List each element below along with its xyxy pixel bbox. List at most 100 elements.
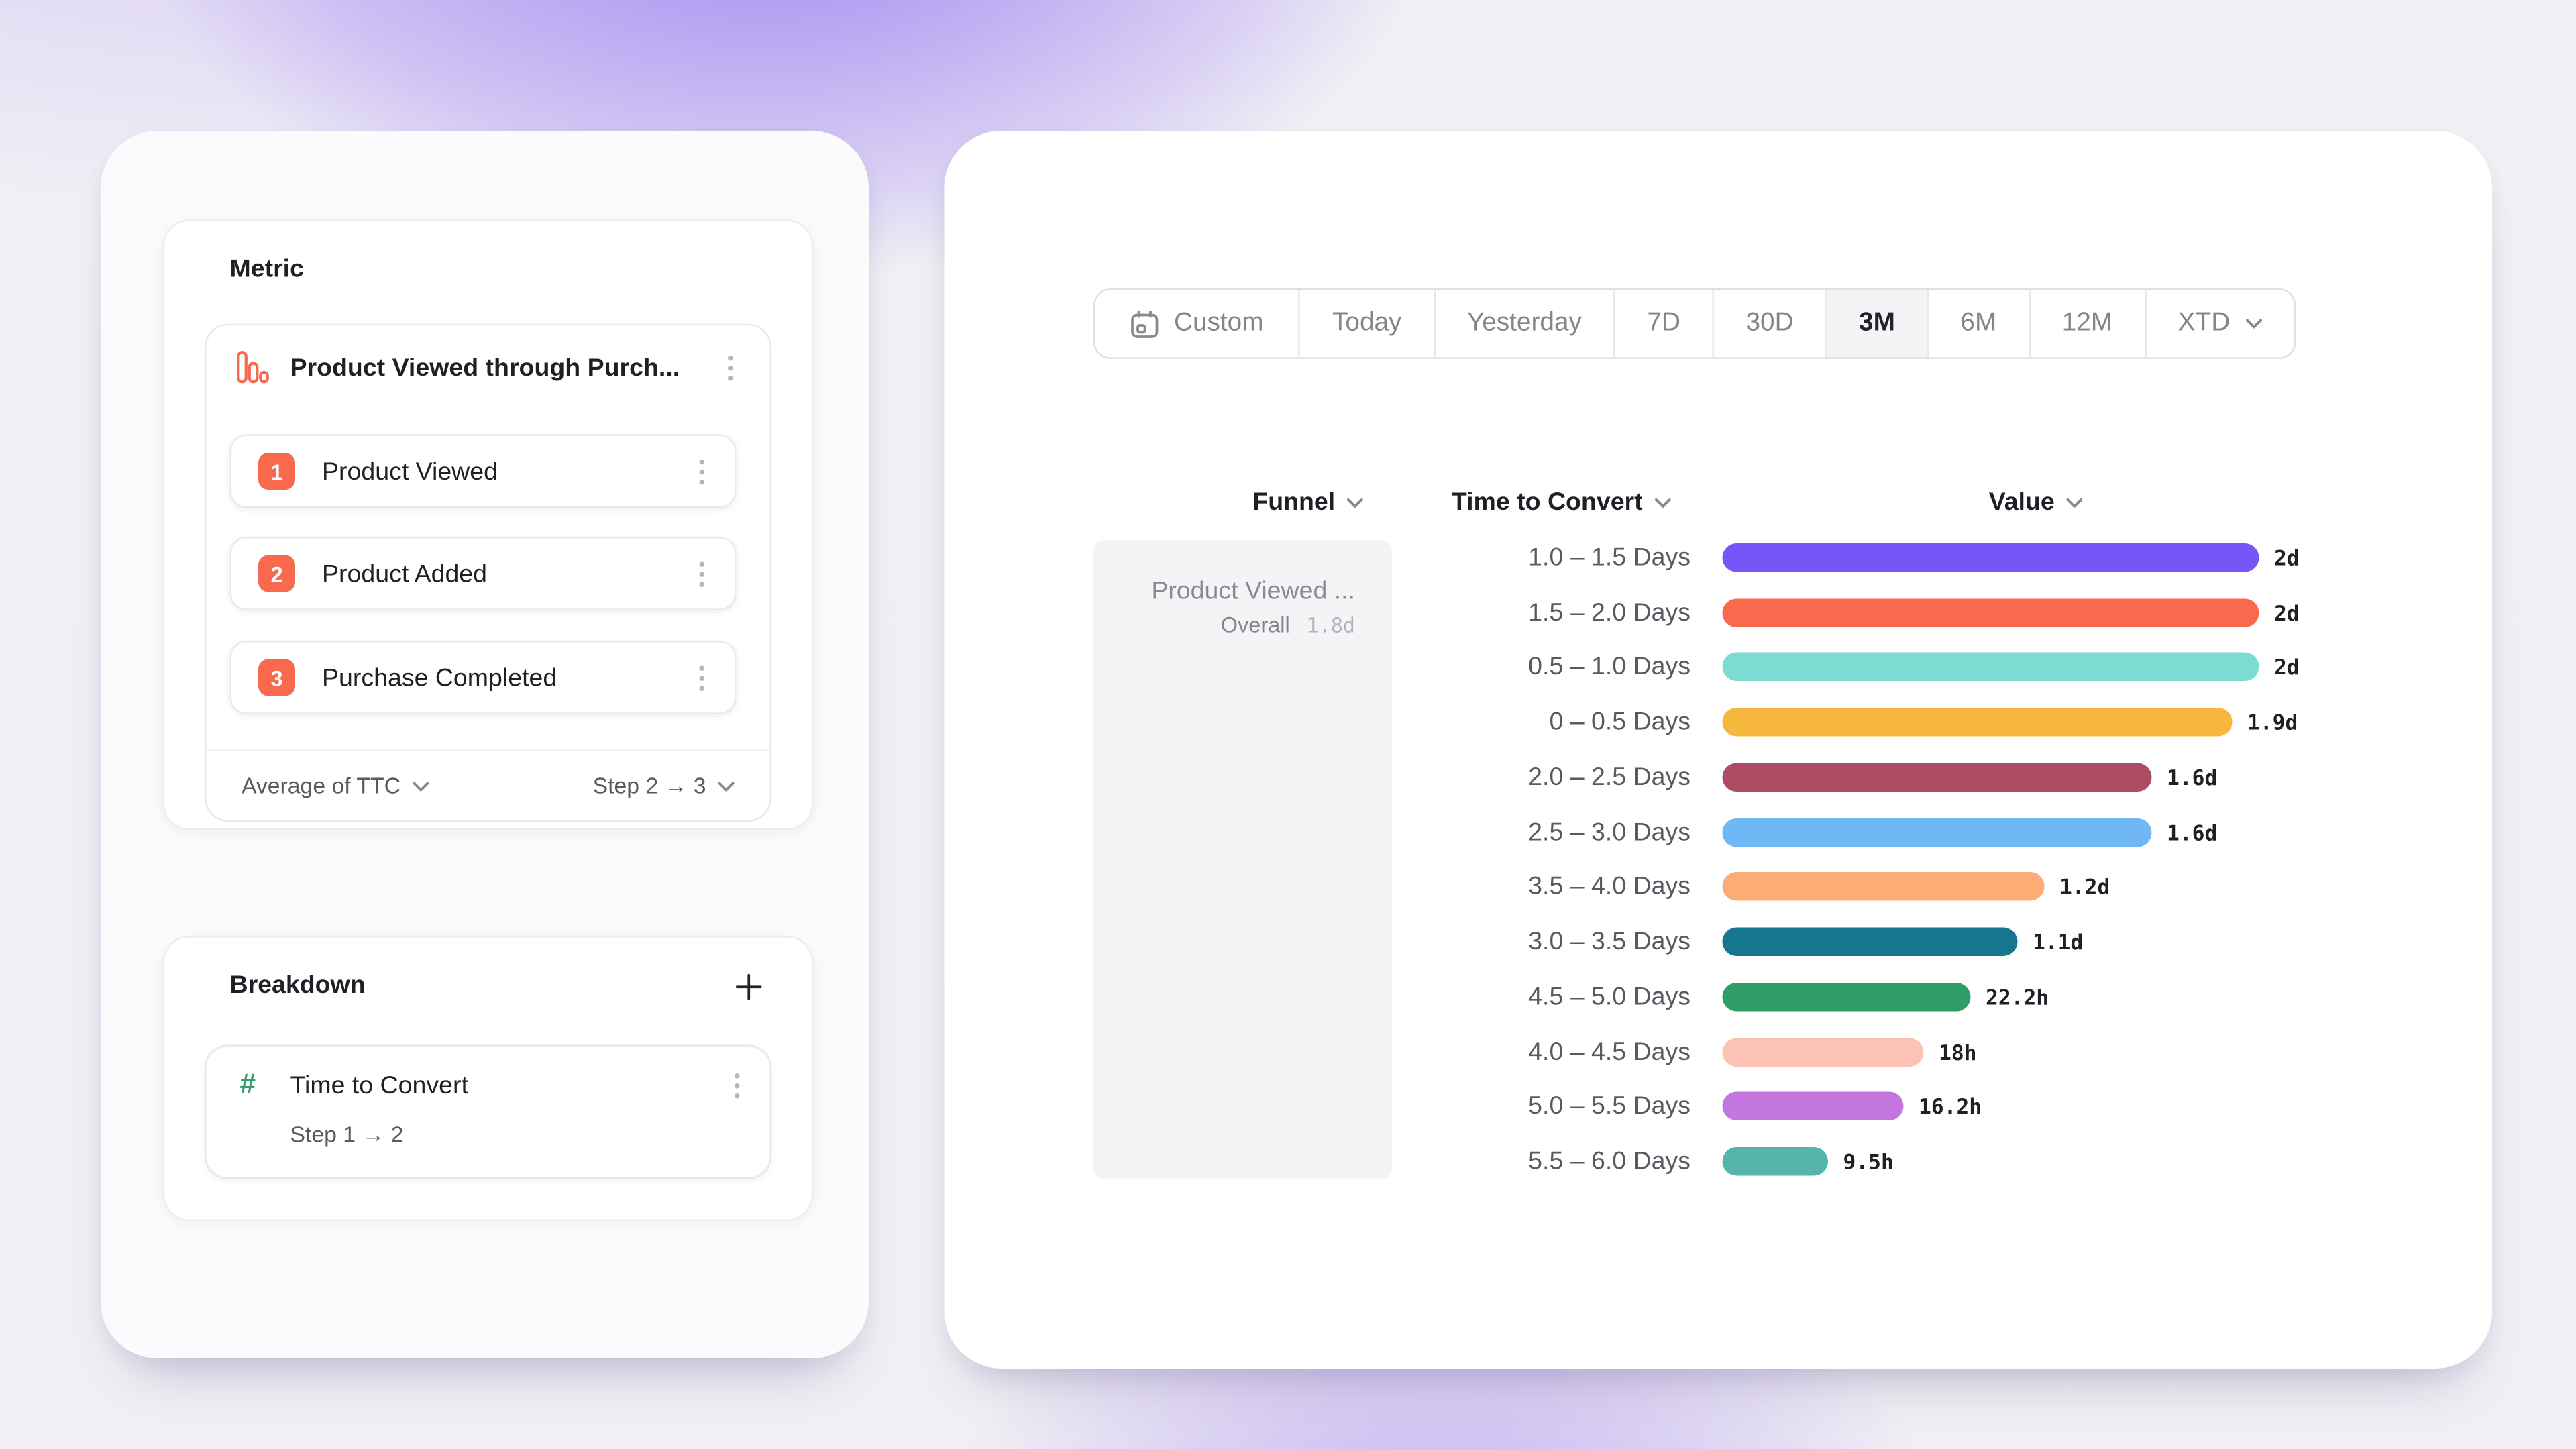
ttc-row-label: 0 – 0.5 Days	[1549, 708, 1690, 737]
date-range-label: 7D	[1647, 309, 1680, 337]
ttc-bar[interactable]	[1722, 982, 1971, 1012]
report-panel: Custom Today Yesterday 7D 30D 3M 6M 12M XTD Funn…	[944, 131, 2492, 1368]
ttc-bar[interactable]	[1722, 543, 2259, 572]
funnel-step-1[interactable]: 1 Product Viewed	[229, 434, 737, 508]
ttc-bar-value: 22.2h	[1986, 984, 2049, 1010]
date-range-3m[interactable]: 3M	[1827, 290, 1929, 358]
ttc-bar-value: 16.2h	[1919, 1093, 1982, 1120]
ttc-bar[interactable]	[1722, 927, 2018, 957]
step-label: Purchase Completed	[322, 663, 557, 692]
date-range-label: Today	[1332, 309, 1402, 337]
ttc-bar-value: 9.5h	[1843, 1148, 1894, 1175]
chevron-down-icon	[1347, 497, 1364, 507]
funnel-overall-row: Overall 1.8d	[1110, 612, 1355, 638]
ttc-bar[interactable]	[1722, 1092, 1904, 1121]
ttc-row-label: 3.5 – 4.0 Days	[1528, 872, 1690, 902]
column-header-label: Time to Convert	[1451, 488, 1643, 517]
plus-icon	[735, 973, 761, 1000]
date-range-xtd[interactable]: XTD	[2146, 290, 2294, 358]
aggregation-dropdown[interactable]: Average of TTC	[241, 773, 429, 799]
breakdown-item-sublabel: Step 1 → 2	[290, 1122, 404, 1148]
date-range-label: 12M	[2061, 309, 2113, 337]
step-label: Product Viewed	[322, 457, 498, 486]
chevron-down-icon	[1654, 497, 1671, 507]
breakdown-item-label: Time to Convert	[290, 1071, 468, 1099]
date-range-custom[interactable]: Custom	[1095, 290, 1301, 358]
ttc-row-label: 4.5 – 5.0 Days	[1528, 982, 1690, 1012]
ttc-row: 4.0 – 4.5 Days 18h	[1364, 1024, 2483, 1079]
step-label: Product Added	[322, 559, 488, 588]
ttc-bar[interactable]	[1722, 872, 2045, 902]
funnel-group-name: Product Viewed ...	[1151, 577, 1355, 606]
date-range-picker: Custom Today Yesterday 7D 30D 3M 6M 12M XTD	[1093, 288, 2296, 359]
ttc-row: 0 – 0.5 Days 1.9d	[1364, 694, 2483, 750]
breakdown-item-card[interactable]: # Time to Convert Step 1 → 2	[205, 1044, 771, 1179]
funnel-chart-icon	[237, 351, 270, 384]
aggregation-label: Average of TTC	[241, 773, 400, 799]
date-range-yesterday[interactable]: Yesterday	[1435, 290, 1615, 358]
ttc-bar[interactable]	[1722, 1147, 1828, 1176]
kebab-menu-icon[interactable]	[735, 1082, 740, 1088]
ttc-bar[interactable]	[1722, 763, 2152, 792]
step-number-badge: 2	[258, 555, 295, 592]
ttc-row: 3.0 – 3.5 Days 1.1d	[1364, 914, 2483, 970]
query-builder-panel: Metric Product Viewed through Purch... 1	[101, 131, 869, 1358]
chevron-down-icon	[2245, 319, 2262, 329]
ttc-row: 2.0 – 2.5 Days 1.6d	[1364, 749, 2483, 805]
date-range-30d[interactable]: 30D	[1714, 290, 1827, 358]
breakdown-section-title: Breakdown	[229, 971, 366, 1000]
ttc-row-label: 0.5 – 1.0 Days	[1528, 653, 1690, 682]
funnel-group-cell[interactable]: Product Viewed ... Overall 1.8d	[1093, 540, 1392, 1179]
kebab-menu-icon[interactable]	[728, 364, 733, 370]
add-breakdown-button[interactable]	[731, 969, 765, 1003]
ttc-bar[interactable]	[1722, 598, 2259, 627]
column-header-value[interactable]: Value	[1989, 488, 2084, 517]
date-range-label: XTD	[2178, 309, 2231, 337]
chevron-down-icon	[412, 781, 429, 791]
date-range-7d[interactable]: 7D	[1615, 290, 1714, 358]
step-number-badge: 3	[258, 659, 295, 696]
breakdown-section: Breakdown # Time to Convert Step 1 → 2	[162, 936, 814, 1221]
ttc-bar-value: 18h	[1939, 1038, 1977, 1065]
ttc-bar[interactable]	[1722, 1037, 1924, 1066]
ttc-bar-value: 1.9d	[2247, 709, 2298, 735]
overall-label: Overall	[1220, 612, 1290, 638]
metric-section-title: Metric	[229, 255, 304, 284]
date-range-6m[interactable]: 6M	[1929, 290, 2031, 358]
ttc-bar[interactable]	[1722, 818, 2152, 847]
ttc-row-label: 1.0 – 1.5 Days	[1528, 543, 1690, 572]
ttc-row-label: 2.5 – 3.0 Days	[1528, 818, 1690, 847]
ttc-bar[interactable]	[1722, 708, 2233, 737]
step-range-dropdown[interactable]: Step 2 → 3	[592, 773, 735, 799]
step-number-badge: 1	[258, 453, 295, 490]
ttc-row: 5.5 – 6.0 Days 9.5h	[1364, 1134, 2483, 1189]
funnel-metric-header[interactable]: Product Viewed through Purch...	[207, 325, 770, 409]
ttc-bar-value: 2d	[2274, 545, 2300, 571]
ttc-bar-value: 2d	[2274, 655, 2300, 680]
ttc-row: 5.0 – 5.5 Days 16.2h	[1364, 1079, 2483, 1134]
step-range-label: Step 2 → 3	[592, 773, 706, 799]
column-header-funnel[interactable]: Funnel	[1252, 488, 1364, 517]
funnel-step-3[interactable]: 3 Purchase Completed	[229, 641, 737, 714]
ttc-bar-value: 1.1d	[2033, 929, 2084, 955]
funnel-metric-footer: Average of TTC Step 2 → 3	[206, 749, 770, 820]
column-header-time-to-convert[interactable]: Time to Convert	[1452, 488, 1671, 517]
funnel-step-2[interactable]: 2 Product Added	[229, 537, 737, 610]
date-range-12m[interactable]: 12M	[2030, 290, 2147, 358]
ttc-row: 4.5 – 5.0 Days 22.2h	[1364, 969, 2483, 1025]
ttc-bar-value: 1.6d	[2167, 819, 2218, 845]
breakdown-item-row: # Time to Convert	[240, 1069, 750, 1102]
ttc-row: 2.5 – 3.0 Days 1.6d	[1364, 804, 2483, 860]
ttc-bar-value: 2d	[2274, 600, 2300, 625]
ttc-row: 1.5 – 2.0 Days 2d	[1364, 585, 2483, 641]
ttc-row: 1.0 – 1.5 Days 2d	[1364, 530, 2483, 586]
kebab-menu-icon[interactable]	[699, 468, 704, 474]
date-range-today[interactable]: Today	[1301, 290, 1436, 358]
date-range-label: Yesterday	[1466, 309, 1582, 337]
ttc-bar[interactable]	[1722, 653, 2259, 682]
kebab-menu-icon[interactable]	[699, 571, 704, 576]
kebab-menu-icon[interactable]	[699, 675, 704, 680]
funnel-metric-card[interactable]: Product Viewed through Purch... 1 Produc…	[205, 323, 771, 822]
column-header-label: Funnel	[1252, 488, 1336, 517]
funnel-metric-title: Product Viewed through Purch...	[290, 353, 680, 382]
